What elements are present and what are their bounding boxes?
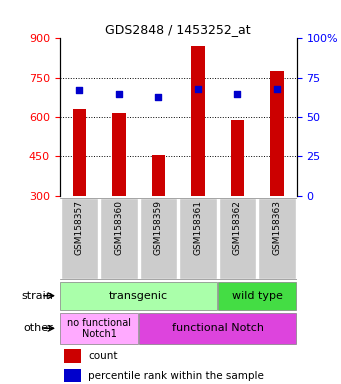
Text: GSM158359: GSM158359 xyxy=(154,200,163,255)
Text: GSM158360: GSM158360 xyxy=(115,200,123,255)
FancyBboxPatch shape xyxy=(219,197,256,279)
Bar xyxy=(64,369,81,382)
FancyBboxPatch shape xyxy=(139,313,296,344)
FancyBboxPatch shape xyxy=(60,313,138,344)
Point xyxy=(274,86,280,92)
Title: GDS2848 / 1453252_at: GDS2848 / 1453252_at xyxy=(105,23,251,36)
Point xyxy=(77,87,82,93)
FancyBboxPatch shape xyxy=(258,197,296,279)
FancyBboxPatch shape xyxy=(61,197,98,279)
Bar xyxy=(151,155,165,196)
Bar xyxy=(270,71,284,196)
Text: percentile rank within the sample: percentile rank within the sample xyxy=(88,371,264,381)
FancyBboxPatch shape xyxy=(60,282,217,310)
Text: functional Notch: functional Notch xyxy=(172,323,264,333)
Text: GSM158361: GSM158361 xyxy=(193,200,203,255)
Text: wild type: wild type xyxy=(232,291,283,301)
Text: GSM158362: GSM158362 xyxy=(233,200,242,255)
Point xyxy=(156,94,161,100)
FancyBboxPatch shape xyxy=(140,197,177,279)
Text: GSM158363: GSM158363 xyxy=(272,200,281,255)
Text: transgenic: transgenic xyxy=(109,291,168,301)
Bar xyxy=(112,113,126,196)
Text: count: count xyxy=(88,351,118,361)
Point xyxy=(235,90,240,96)
Point xyxy=(116,90,122,96)
Bar xyxy=(231,120,244,196)
Bar xyxy=(73,109,86,196)
FancyBboxPatch shape xyxy=(179,197,217,279)
Point xyxy=(195,86,201,92)
Text: strain: strain xyxy=(21,291,53,301)
Text: other: other xyxy=(23,323,53,333)
FancyBboxPatch shape xyxy=(219,282,296,310)
Bar xyxy=(191,46,205,196)
Text: GSM158357: GSM158357 xyxy=(75,200,84,255)
Text: no functional
Notch1: no functional Notch1 xyxy=(67,318,131,339)
FancyBboxPatch shape xyxy=(100,197,138,279)
Bar xyxy=(64,349,81,363)
